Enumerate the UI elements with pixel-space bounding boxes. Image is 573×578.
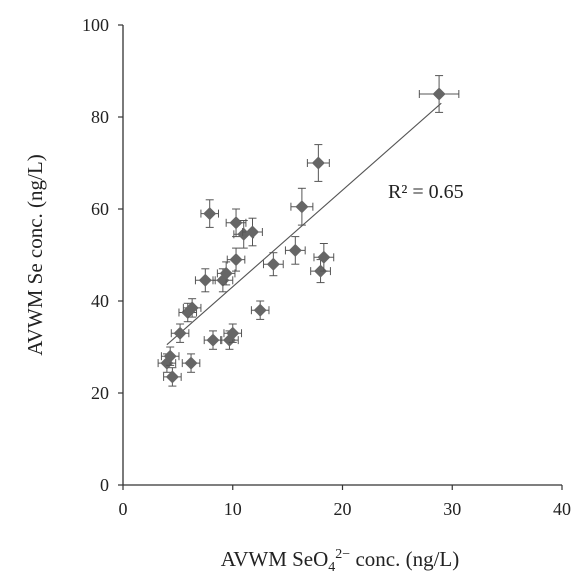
data-point xyxy=(200,199,219,228)
y-tick-label: 20 xyxy=(91,383,109,403)
y-tick-label: 80 xyxy=(91,107,109,127)
x-axis-title-superscript: 2− xyxy=(335,547,350,562)
diamond-marker xyxy=(203,207,217,221)
x-tick-label: 20 xyxy=(334,499,352,519)
x-tick-label: 10 xyxy=(224,499,242,519)
data-point xyxy=(163,367,182,387)
data-point xyxy=(313,243,335,272)
diamond-marker xyxy=(311,156,325,170)
y-axis-title: AVWM Se conc. (ng/L) xyxy=(23,154,47,355)
diamond-marker xyxy=(219,266,233,280)
x-axis-ticks: 0 10 20 30 40 xyxy=(119,485,571,519)
x-tick-label: 30 xyxy=(443,499,461,519)
diamond-marker xyxy=(317,250,331,264)
data-point xyxy=(182,298,202,318)
x-tick-label: 0 xyxy=(119,499,128,519)
r-squared-label: R² = 0.65 xyxy=(388,181,464,203)
diamond-marker xyxy=(229,253,243,267)
diamond-marker xyxy=(226,326,240,340)
diamond-marker xyxy=(198,273,212,287)
diamond-marker xyxy=(295,200,309,214)
diamond-marker xyxy=(185,301,199,315)
diamond-marker xyxy=(163,349,177,363)
data-point xyxy=(290,187,314,226)
data-point xyxy=(262,252,284,277)
data-point xyxy=(226,247,246,272)
y-tick-label: 0 xyxy=(100,475,109,495)
diamond-marker xyxy=(266,257,280,271)
data-point xyxy=(170,323,190,343)
diamond-marker xyxy=(253,303,267,317)
diamond-marker xyxy=(229,216,243,230)
data-point xyxy=(223,323,243,343)
diamond-marker xyxy=(184,356,198,370)
diamond-marker xyxy=(165,370,179,384)
x-axis-title: AVWM SeO42− conc. (ng/L) xyxy=(221,547,460,575)
diamond-marker xyxy=(432,87,446,101)
data-point xyxy=(418,75,460,113)
x-axis-title-subscript: 4 xyxy=(328,560,335,575)
data-point xyxy=(250,300,270,320)
data-point xyxy=(160,346,180,366)
data-point xyxy=(194,268,216,293)
diamond-marker xyxy=(173,326,187,340)
data-point xyxy=(181,353,201,373)
diamond-marker xyxy=(246,225,260,239)
data-point xyxy=(242,217,263,247)
x-axis-title-main: AVWM SeO xyxy=(221,547,329,571)
diamond-marker xyxy=(206,333,220,347)
x-axis-title-suffix: conc. (ng/L) xyxy=(350,547,459,571)
y-tick-label: 60 xyxy=(91,199,109,219)
y-tick-label: 100 xyxy=(82,15,109,35)
y-axis-ticks: 0 20 40 60 80 100 xyxy=(82,15,123,495)
diamond-marker xyxy=(288,243,302,257)
data-point xyxy=(216,261,236,286)
x-tick-label: 40 xyxy=(553,499,571,519)
trendline xyxy=(166,102,442,346)
data-points xyxy=(157,75,460,387)
data-point xyxy=(284,236,306,265)
y-tick-label: 40 xyxy=(91,291,109,311)
data-point xyxy=(306,144,330,182)
data-point xyxy=(203,330,223,350)
